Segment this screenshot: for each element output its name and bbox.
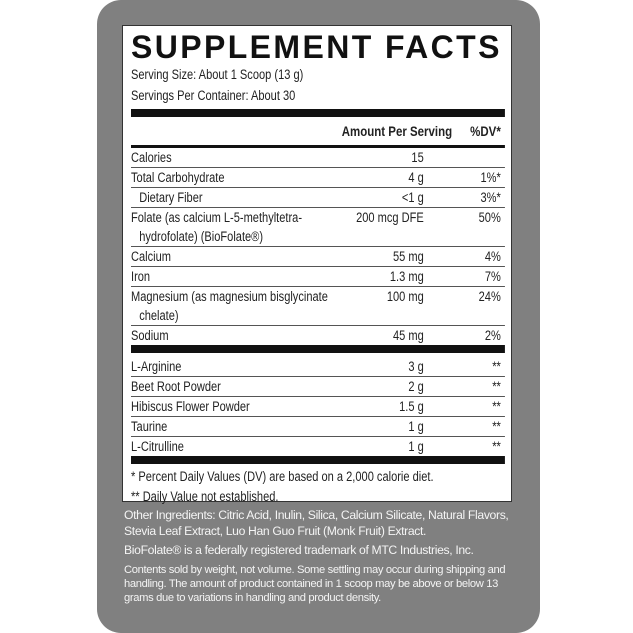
nutrient-table: Calories 15 Total Carbohydrate 4 g 1%* Dietar…	[131, 148, 505, 345]
name-line: Folate (as calcium L-5-methyltetra-	[131, 210, 303, 225]
table-row: Total Carbohydrate 4 g 1%*	[131, 168, 505, 188]
footnote: ** Daily Value not established.	[131, 489, 279, 504]
table-row: Calories 15	[131, 148, 505, 168]
amount: 15	[411, 150, 424, 165]
table-row: Magnesium (as magnesium bisglycinate chel…	[131, 287, 505, 326]
name-line: L-Citrulline	[131, 439, 184, 454]
amount-header: Amount Per Serving	[341, 123, 453, 139]
table-row: Hibiscus Flower Powder 1.5 g **	[131, 397, 505, 417]
name-line: Calcium	[131, 249, 171, 264]
name-line: Magnesium (as magnesium bisglycinate	[131, 289, 328, 304]
table-row: Taurine 1 g **	[131, 417, 505, 437]
nutrient-name: Hibiscus Flower Powder	[131, 397, 342, 416]
nutrient-name: Total Carbohydrate	[131, 168, 342, 187]
name-line: Dietary Fiber	[139, 190, 203, 205]
other-ingredients: Other Ingredients: Citric Acid, Inulin, …	[124, 508, 509, 538]
title: SUPPLEMENT FACTS	[131, 29, 502, 65]
footnote: * Percent Daily Values (DV) are based on…	[131, 469, 434, 484]
nutrient-name: Calcium	[131, 247, 342, 266]
amount: 1 g	[408, 419, 424, 434]
daily-value: **	[492, 359, 501, 374]
daily-value: 2%	[484, 328, 501, 343]
name-line: Taurine	[131, 419, 168, 434]
name-line: Sodium	[131, 328, 169, 343]
table-row: Iron 1.3 mg 7%	[131, 267, 505, 287]
name-line-2: chelate)	[139, 308, 179, 323]
daily-value: 4%	[484, 249, 501, 264]
nutrient-name: Taurine	[131, 417, 342, 436]
name-line: Beet Root Powder	[131, 379, 221, 394]
divider	[131, 456, 505, 464]
nutrient-name: L-Citrulline	[131, 437, 342, 456]
name-line: Calories	[131, 150, 172, 165]
nutrient-name: Beet Root Powder	[131, 377, 342, 396]
amount: <1 g	[401, 190, 424, 205]
label-notes: Other Ingredients: Citric Acid, Inulin, …	[124, 508, 524, 609]
amount: 1.5 g	[399, 399, 424, 414]
table-row: Folate (as calcium L-5-methyltetra-hydro…	[131, 208, 505, 247]
nutrient-name: Sodium	[131, 326, 342, 345]
name-line: L-Arginine	[131, 359, 182, 374]
daily-value: 1%*	[480, 170, 501, 185]
table-row: Dietary Fiber <1 g 3%*	[131, 188, 505, 208]
nutrient-name: Folate (as calcium L-5-methyltetra-hydro…	[131, 208, 342, 246]
serving-size: Serving Size: About 1 Scoop (13 g)	[131, 67, 304, 82]
daily-value: **	[492, 399, 501, 414]
daily-value: 7%	[484, 269, 501, 284]
daily-value	[424, 148, 501, 167]
nutrient-name: Magnesium (as magnesium bisglycinate chel…	[131, 287, 342, 325]
trademark-note: BioFolate® is a federally registered tra…	[124, 543, 474, 557]
daily-value: 3%*	[480, 190, 501, 205]
name-line-2: hydrofolate) (BioFolate®)	[139, 229, 264, 244]
servings-per-container: Servings Per Container: About 30	[131, 88, 296, 103]
daily-value: **	[492, 419, 501, 434]
nutrient-name: Dietary Fiber	[131, 188, 342, 207]
divider	[131, 345, 505, 353]
name-line: Hibiscus Flower Powder	[131, 399, 250, 414]
table-row: L-Citrulline 1 g **	[131, 437, 505, 456]
contents-note: Contents sold by weight, not volume. Som…	[124, 563, 506, 604]
amount: 45 mg	[392, 328, 424, 343]
nutrient-name: Iron	[131, 267, 342, 286]
daily-value: 50%	[478, 210, 501, 225]
amount: 2 g	[408, 379, 424, 394]
amount: 55 mg	[392, 249, 424, 264]
name-line: Total Carbohydrate	[131, 170, 225, 185]
daily-value: 24%	[478, 289, 501, 304]
dv-header: %DV*	[470, 123, 501, 139]
daily-value: **	[492, 439, 501, 454]
table-row: Beet Root Powder 2 g **	[131, 377, 505, 397]
amount: 1.3 mg	[389, 269, 424, 284]
divider	[131, 109, 505, 117]
amount: 3 g	[408, 359, 424, 374]
table-row: Sodium 45 mg 2%	[131, 326, 505, 345]
nutrient-name: Calories	[131, 148, 342, 167]
daily-value: **	[492, 379, 501, 394]
name-line: Iron	[131, 269, 151, 284]
amount: 1 g	[408, 439, 424, 454]
amount: 200 mcg DFE	[356, 210, 424, 225]
actives-table: L-Arginine 3 g ** Beet Root Powder 2 g ** Hibi…	[131, 353, 505, 456]
amount: 4 g	[408, 170, 424, 185]
table-header: Amount Per Serving %DV*	[131, 117, 505, 148]
supplement-facts-box: SUPPLEMENT FACTS Serving Size: About 1 S…	[122, 25, 512, 504]
nutrient-name: L-Arginine	[131, 357, 342, 376]
amount: 100 mg	[386, 289, 424, 304]
table-row: Calcium 55 mg 4%	[131, 247, 505, 267]
table-row: L-Arginine 3 g **	[131, 357, 505, 377]
